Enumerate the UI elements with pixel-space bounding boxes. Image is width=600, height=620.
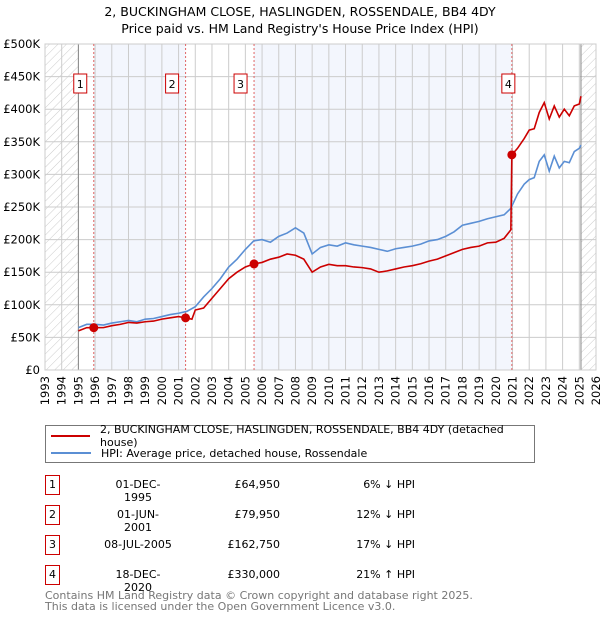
x-tick-label: 2008 [288, 376, 302, 405]
sale-label-box [73, 73, 88, 94]
hpi-line [78, 144, 582, 329]
x-tick-label: 2017 [439, 376, 453, 405]
x-tick-label: 2010 [322, 376, 336, 405]
sale-label-number: 3 [237, 78, 244, 91]
x-tick-label: 2019 [472, 376, 486, 405]
x-tick-label: 2024 [556, 376, 570, 405]
sale-hpi-diff: 17% ↓ HPI [356, 538, 415, 551]
sale-date: 08-JUL-2005 [104, 538, 172, 551]
x-tick-label: 2009 [305, 376, 319, 405]
footer-licence: This data is licensed under the Open Gov… [45, 600, 396, 613]
y-tick-label: £350K [3, 135, 40, 149]
x-tick-label: 1999 [138, 376, 152, 405]
sale-price: £79,950 [234, 508, 281, 521]
x-tick-label: 2025 [572, 376, 586, 405]
y-tick-label: £300K [3, 167, 40, 181]
sale-number-badge: 3 [45, 535, 60, 555]
sale-row: 3 08-JUL-2005 £162,750 17% ↓ HPI [45, 535, 445, 555]
y-tick-label: £450K [3, 70, 40, 84]
x-tick-label: 2005 [238, 376, 252, 405]
legend-label-property: 2, BUCKINGHAM CLOSE, HASLINGDEN, ROSSEND… [100, 423, 504, 449]
sale-label-box [165, 73, 180, 94]
plot-border [44, 43, 597, 371]
footer-copyright: Contains HM Land Registry data © Crown c… [45, 589, 473, 602]
legend-label-hpi: HPI: Average price, detached house, Ross… [101, 446, 368, 460]
x-tick-label: 2006 [255, 376, 269, 405]
x-tick-label: 2002 [188, 376, 202, 405]
x-tick-label: 1993 [38, 376, 52, 405]
y-tick-label: £500K [3, 37, 40, 51]
x-tick-label: 2022 [522, 376, 536, 405]
sale-hpi-diff: 6% ↓ HPI [363, 478, 415, 491]
x-tick-label: 2020 [489, 376, 503, 405]
x-tick-label: 2000 [155, 376, 169, 405]
x-tick-label: 1994 [55, 376, 69, 405]
sale-label-number: 2 [169, 78, 176, 91]
sale-price: £64,950 [234, 478, 281, 491]
y-tick-label: £400K [3, 102, 40, 116]
sale-point [89, 323, 99, 333]
legend: 2, BUCKINGHAM CLOSE, HASLINGDEN, ROSSEND… [45, 423, 535, 463]
x-tick-label: 2001 [172, 376, 186, 405]
sale-date: 01-JUN-2001 [116, 508, 160, 534]
sale-number-badge: 2 [45, 505, 60, 525]
price-chart: 1 2 3 4 1993 1994 1995 1996 1997 1998 1999 2000 2001… [3, 37, 600, 405]
legend-item-property: 2, BUCKINGHAM CLOSE, HASLINGDEN, ROSSEND… [46, 423, 534, 449]
x-tick-label: 1996 [88, 376, 102, 405]
y-tick-label: £0 [25, 363, 40, 377]
sale-point [249, 259, 259, 269]
x-tick-label: 1997 [105, 376, 119, 405]
sale-row: 1 01-DEC-1995 £64,950 6% ↓ HPI [45, 475, 445, 504]
sale-point [507, 150, 517, 160]
y-tick-label: £100K [3, 298, 40, 312]
sale-number-badge: 4 [45, 565, 60, 585]
x-tick-label: 2014 [389, 376, 403, 405]
sale-number-badge: 1 [45, 475, 60, 495]
x-tick-label: 2003 [205, 376, 219, 405]
x-tick-label: 2004 [222, 376, 236, 405]
red-line-swatch [51, 435, 91, 437]
blue-line-swatch [51, 452, 91, 454]
x-tick-label: 2018 [455, 376, 469, 405]
x-tick-label: 2021 [506, 376, 520, 405]
sale-label-box [233, 73, 248, 94]
chart-title: 2, BUCKINGHAM CLOSE, HASLINGDEN, ROSSEND… [104, 4, 496, 19]
sale-label-number: 4 [505, 78, 512, 91]
x-tick-label: 2026 [589, 376, 600, 405]
chart-subtitle: Price paid vs. HM Land Registry's House … [121, 21, 479, 36]
sale-row: 4 18-DEC-2020 £330,000 21% ↑ HPI [45, 565, 445, 594]
sale-label-number: 1 [77, 78, 84, 91]
x-tick-label: 1995 [71, 376, 85, 405]
x-tick-label: 2012 [355, 376, 369, 405]
sale-hpi-diff: 12% ↓ HPI [356, 508, 415, 521]
y-tick-label: £250K [3, 200, 40, 214]
sale-date: 01-DEC-1995 [115, 478, 161, 504]
x-tick-label: 2011 [339, 376, 353, 405]
x-tick-label: 2007 [272, 376, 286, 405]
sale-point [181, 313, 191, 323]
sale-price: £162,750 [227, 538, 281, 551]
x-tick-label: 2013 [372, 376, 386, 405]
y-tick-label: £200K [3, 233, 40, 247]
legend-item-hpi: HPI: Average price, detached house, Ross… [46, 445, 367, 461]
x-tick-label: 2016 [422, 376, 436, 405]
y-tick-label: £150K [3, 265, 40, 279]
x-tick-label: 2015 [405, 376, 419, 405]
x-tick-label: 1998 [121, 376, 135, 405]
sale-hpi-diff: 21% ↑ HPI [356, 568, 415, 581]
sale-row: 2 01-JUN-2001 £79,950 12% ↓ HPI [45, 505, 445, 534]
property-price-line [78, 95, 582, 332]
x-tick-label: 2023 [539, 376, 553, 405]
sale-price: £330,000 [227, 568, 281, 581]
sale-label-box [501, 73, 516, 94]
sale-date: 18-DEC-2020 [115, 568, 161, 594]
y-tick-label: £50K [11, 330, 41, 344]
